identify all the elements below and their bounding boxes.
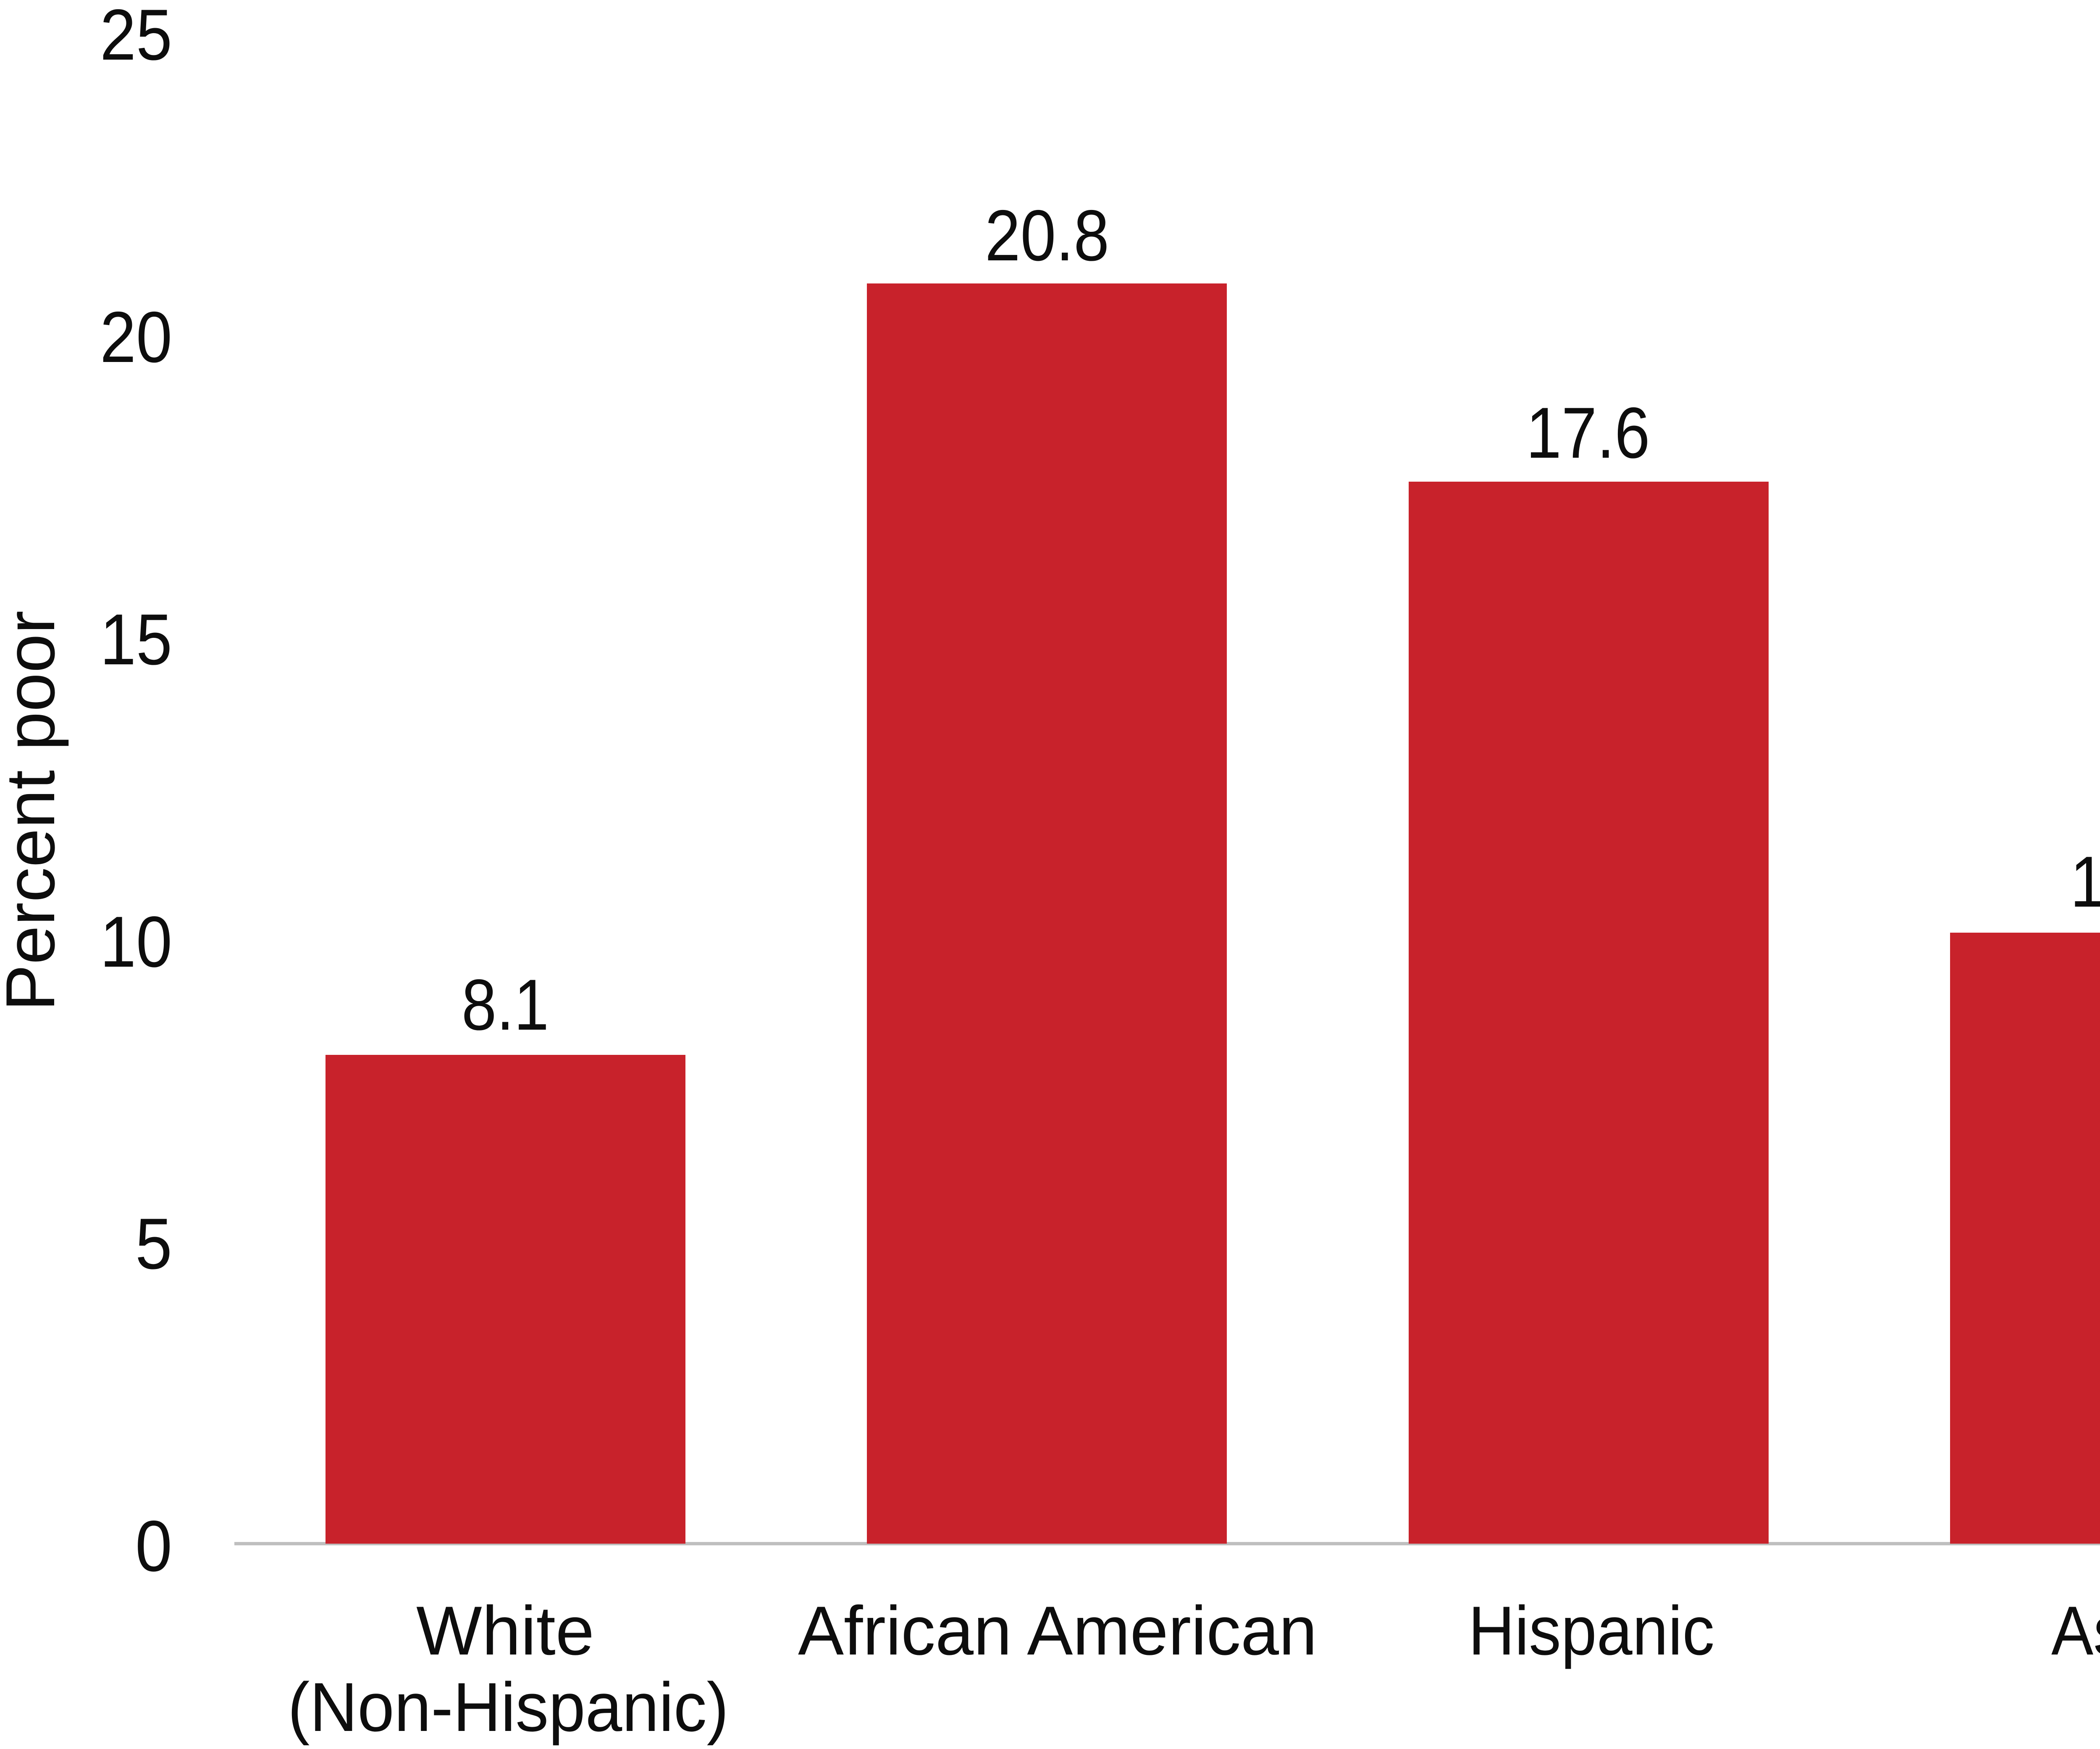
svg-text:20.8: 20.8 <box>985 195 1109 276</box>
svg-text:20: 20 <box>100 297 172 378</box>
svg-text:25: 25 <box>100 0 172 75</box>
svg-text:8.1: 8.1 <box>462 965 549 1045</box>
svg-text:10.1: 10.1 <box>2070 842 2100 922</box>
svg-text:0: 0 <box>135 1506 172 1586</box>
svg-text:17.6: 17.6 <box>1526 393 1650 473</box>
svg-text:5: 5 <box>135 1204 172 1284</box>
svg-text:Hispanic: Hispanic <box>1468 1592 1714 1669</box>
svg-text:(Non-Hispanic): (Non-Hispanic) <box>288 1668 729 1746</box>
svg-text:15: 15 <box>100 599 172 680</box>
svg-text:African American: African American <box>798 1592 1317 1669</box>
svg-text:Percent poor: Percent poor <box>0 611 69 1011</box>
svg-text:White: White <box>416 1592 594 1669</box>
svg-text:10: 10 <box>100 902 172 982</box>
svg-text:Asian: Asian <box>2051 1592 2100 1669</box>
